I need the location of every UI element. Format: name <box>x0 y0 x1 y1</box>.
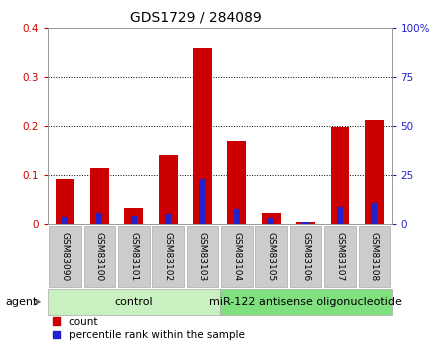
Bar <box>227 141 246 224</box>
Text: GSM83106: GSM83106 <box>300 231 309 281</box>
Text: miR-122 antisense oligonucleotide: miR-122 antisense oligonucleotide <box>209 297 401 307</box>
Bar <box>364 120 383 224</box>
Bar <box>164 215 171 224</box>
Text: GSM83102: GSM83102 <box>163 231 172 281</box>
Text: GSM83104: GSM83104 <box>232 231 241 281</box>
Text: GSM83101: GSM83101 <box>129 231 138 281</box>
Legend: count, percentile rank within the sample: count, percentile rank within the sample <box>53 317 244 340</box>
Bar <box>296 222 314 224</box>
FancyBboxPatch shape <box>152 226 184 287</box>
Bar <box>124 208 143 224</box>
Text: GSM83103: GSM83103 <box>197 231 207 281</box>
FancyBboxPatch shape <box>323 226 355 287</box>
FancyBboxPatch shape <box>219 289 391 315</box>
Bar <box>96 214 102 224</box>
FancyBboxPatch shape <box>48 289 219 315</box>
Bar <box>193 48 211 224</box>
FancyBboxPatch shape <box>83 226 115 287</box>
Bar <box>158 155 177 224</box>
Bar <box>62 217 68 224</box>
Text: GSM83108: GSM83108 <box>369 231 378 281</box>
Bar <box>336 207 342 224</box>
FancyBboxPatch shape <box>220 226 252 287</box>
Bar <box>233 208 240 224</box>
Text: GSM83100: GSM83100 <box>95 231 104 281</box>
Text: GSM83105: GSM83105 <box>266 231 275 281</box>
Bar <box>90 168 108 224</box>
FancyBboxPatch shape <box>255 226 286 287</box>
Bar <box>302 222 308 224</box>
Text: control: control <box>114 297 153 307</box>
Bar <box>56 178 74 224</box>
FancyBboxPatch shape <box>118 226 149 287</box>
Text: GSM83107: GSM83107 <box>335 231 344 281</box>
Text: agent: agent <box>5 297 37 307</box>
Text: GSM83090: GSM83090 <box>60 231 69 281</box>
Bar <box>261 214 280 224</box>
FancyBboxPatch shape <box>186 226 218 287</box>
FancyBboxPatch shape <box>289 226 321 287</box>
Bar <box>130 216 137 224</box>
Bar <box>370 203 377 224</box>
Bar <box>199 179 205 224</box>
FancyBboxPatch shape <box>358 226 389 287</box>
Bar <box>267 218 274 224</box>
Text: GDS1729 / 284089: GDS1729 / 284089 <box>130 10 261 24</box>
FancyBboxPatch shape <box>49 226 81 287</box>
Bar <box>330 127 349 224</box>
